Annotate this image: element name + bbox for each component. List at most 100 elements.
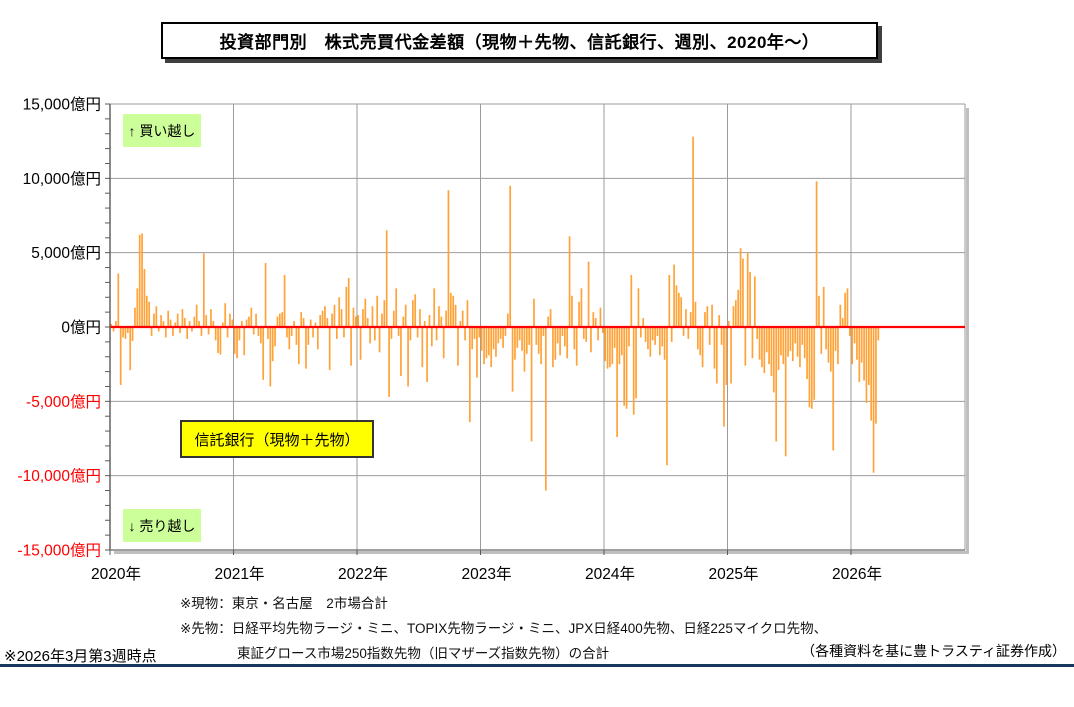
bar bbox=[699, 327, 702, 356]
bar bbox=[803, 327, 806, 359]
bar bbox=[324, 306, 326, 327]
bar bbox=[464, 327, 466, 341]
bar bbox=[354, 316, 357, 327]
bar bbox=[808, 327, 811, 408]
bar bbox=[397, 327, 400, 336]
bar bbox=[309, 319, 312, 327]
bar bbox=[649, 327, 652, 357]
bar bbox=[677, 292, 680, 327]
bar bbox=[143, 269, 146, 327]
bar bbox=[834, 327, 837, 351]
bar bbox=[713, 327, 716, 369]
bar bbox=[604, 327, 607, 362]
footnote-futures: ※先物：日経平均先物ラージ・ミニ、TOPIX先物ラージ・ミニ、JPX日経400先… bbox=[180, 621, 828, 636]
bar bbox=[585, 327, 588, 342]
bar bbox=[376, 295, 379, 327]
bar bbox=[549, 309, 552, 327]
bar bbox=[219, 327, 222, 355]
bar bbox=[791, 327, 794, 362]
x-tick-label: 2020年 bbox=[91, 565, 141, 583]
bar bbox=[333, 304, 336, 327]
bar bbox=[796, 327, 799, 357]
bar bbox=[447, 190, 450, 327]
bar bbox=[347, 277, 350, 327]
bar bbox=[428, 315, 431, 327]
bar bbox=[400, 327, 402, 377]
x-tick-label: 2026年 bbox=[832, 565, 882, 583]
bar bbox=[459, 321, 462, 327]
bar bbox=[630, 274, 633, 327]
bar bbox=[723, 327, 725, 427]
bar bbox=[366, 318, 369, 327]
bar bbox=[758, 327, 761, 360]
bar bbox=[480, 327, 483, 351]
bar bbox=[433, 288, 436, 327]
chart-title-box: 投資部門別 株式売買代金差額（現物＋先物、信託銀行、週別、2020年～） bbox=[161, 22, 878, 59]
bar bbox=[592, 312, 595, 327]
bar bbox=[841, 318, 844, 327]
bar bbox=[701, 327, 704, 368]
bar bbox=[267, 327, 269, 339]
bar bbox=[856, 327, 858, 360]
bar bbox=[761, 327, 763, 368]
bar bbox=[753, 276, 756, 327]
bar bbox=[611, 327, 614, 365]
bar bbox=[478, 327, 481, 338]
bar bbox=[815, 181, 818, 327]
bar bbox=[518, 327, 521, 341]
bar bbox=[606, 327, 609, 369]
bar bbox=[509, 185, 512, 327]
bar bbox=[138, 234, 141, 327]
bar bbox=[739, 248, 742, 327]
bar bbox=[571, 295, 573, 327]
bar bbox=[711, 304, 713, 327]
bar bbox=[252, 327, 255, 335]
bar bbox=[863, 327, 865, 381]
bar bbox=[338, 297, 341, 327]
bar bbox=[784, 327, 787, 457]
as-of-note: ※2026年3月第3週時点 bbox=[4, 648, 157, 665]
bar bbox=[675, 285, 678, 327]
series-label-box: 信託銀行（現物＋先物） bbox=[180, 420, 374, 458]
bar bbox=[257, 327, 260, 336]
bar bbox=[466, 300, 469, 327]
bar bbox=[457, 327, 459, 366]
bar bbox=[694, 301, 697, 327]
bar bbox=[248, 316, 250, 327]
bar bbox=[202, 253, 205, 327]
annotation-net-buying-label: ↑ 買い越し bbox=[128, 122, 196, 139]
x-tick-label: 2024年 bbox=[585, 565, 635, 583]
bar bbox=[846, 288, 849, 327]
annotation-net-selling-label: ↓ 売り越し bbox=[128, 517, 196, 534]
bar bbox=[179, 327, 181, 333]
y-tick-label: -10,000億円 bbox=[17, 467, 101, 485]
bar bbox=[385, 230, 388, 327]
x-tick-label: 2025年 bbox=[709, 565, 759, 583]
bar bbox=[430, 327, 433, 347]
bar bbox=[388, 327, 390, 397]
bar bbox=[295, 327, 298, 345]
bar bbox=[715, 327, 718, 384]
bar bbox=[875, 327, 877, 424]
bar bbox=[537, 327, 540, 354]
bar bbox=[704, 312, 706, 327]
bar bbox=[200, 327, 203, 336]
bar bbox=[547, 316, 550, 327]
bar bbox=[620, 327, 623, 356]
bar bbox=[210, 309, 212, 327]
bar bbox=[326, 318, 329, 327]
bar bbox=[552, 327, 554, 368]
bar bbox=[829, 327, 832, 372]
bar bbox=[297, 327, 300, 365]
bar bbox=[556, 327, 559, 344]
bar bbox=[454, 304, 457, 327]
bar bbox=[668, 274, 671, 327]
bar bbox=[858, 327, 861, 383]
bar bbox=[357, 315, 360, 327]
bar bbox=[525, 327, 528, 354]
bar bbox=[452, 295, 455, 327]
bar bbox=[126, 327, 129, 333]
bar bbox=[822, 286, 825, 327]
bar bbox=[129, 327, 132, 371]
bar bbox=[117, 273, 120, 327]
